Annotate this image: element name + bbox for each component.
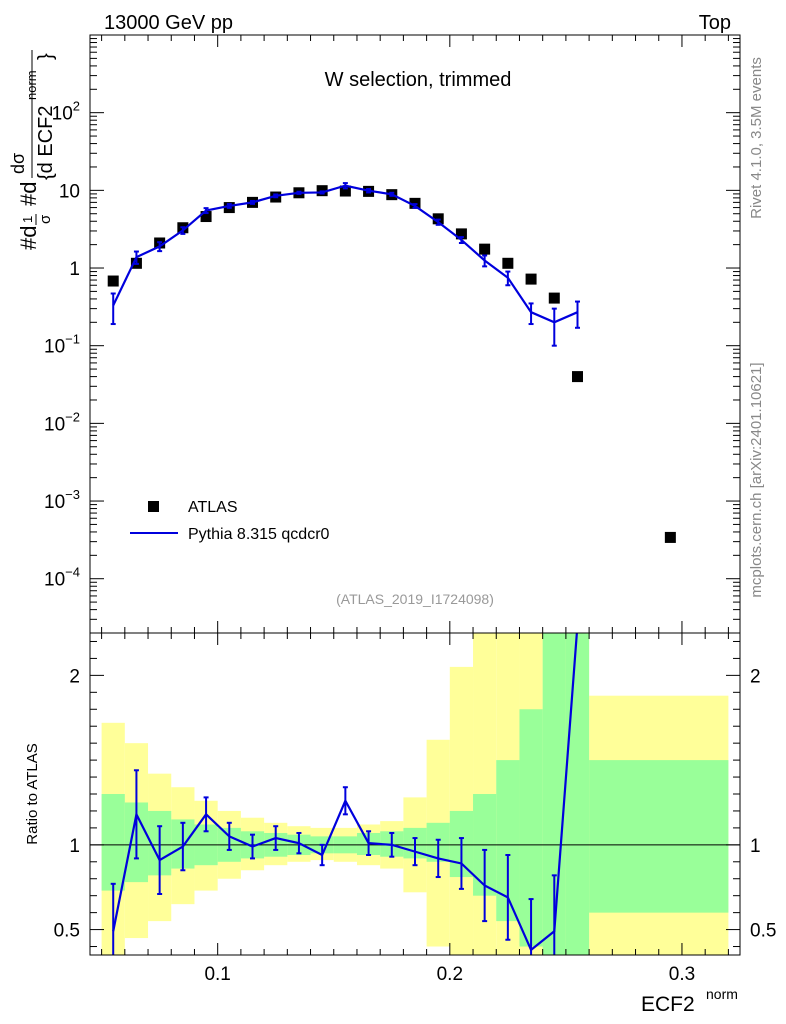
ratio-inner-band — [589, 760, 729, 913]
ratio-y-tick-label-right: 0.5 — [750, 921, 776, 942]
svg-text:1: 1 — [20, 216, 35, 223]
legend-label-atlas: ATLAS — [188, 499, 238, 516]
chart-title: W selection, trimmed — [325, 69, 512, 91]
y-tick-label: 10−1 — [44, 332, 80, 358]
main-frame — [89, 34, 741, 634]
legend: ATLAS Pythia 8.315 qcdcr0 — [130, 499, 330, 543]
svg-text:norm: norm — [24, 70, 39, 100]
atlas-data-point — [107, 275, 119, 287]
atlas-data-point — [502, 257, 514, 269]
y-tick-label: 10−4 — [44, 565, 80, 591]
ratio-pythia-line — [112, 633, 578, 952]
atlas-data-point — [548, 292, 560, 304]
svg-text:norm: norm — [706, 986, 738, 1002]
energy-label: 13000 GeV pp — [104, 12, 233, 34]
atlas-data-point — [200, 211, 212, 223]
y-tick-label: 10−2 — [44, 409, 80, 435]
x-tick-label: 0.3 — [669, 964, 695, 985]
main-panel: 102 10 1 10−1 10−2 10−3 10−4 W selection, trim… — [8, 34, 741, 634]
ratio-y-tick-label-right: 2 — [750, 666, 761, 687]
y-tick-label: 10 — [59, 181, 80, 202]
ratio-axis-ticks: 0.1 0.2 0.3 0.5 0.5 1 1 2 2 — [54, 633, 776, 985]
svg-text:σ: σ — [37, 214, 54, 224]
svg-text:{d ECF2: {d ECF2 — [35, 106, 57, 180]
ratio-inner-band — [565, 633, 590, 955]
y-tick-label: 102 — [52, 99, 80, 125]
mcplots-label: mcplots.cern.ch [arXiv:2401.10621] — [748, 362, 765, 597]
ratio-plot-area — [90, 633, 740, 955]
main-y-axis-label: #d 1 σ #d dσ {d ECF2 norm } — [8, 50, 57, 250]
svg-text:ECF2: ECF2 — [641, 993, 695, 1016]
y-tick-label: 10−3 — [44, 487, 80, 513]
svg-text:dσ: dσ — [8, 153, 28, 174]
ratio-y-tick-label: 0.5 — [54, 921, 80, 942]
legend-label-pythia: Pythia 8.315 qcdcr0 — [188, 526, 330, 543]
atlas-data-point — [664, 531, 676, 543]
ratio-inner-band — [496, 760, 520, 922]
ratio-y-tick-label: 1 — [69, 836, 80, 857]
atlas-data-point — [572, 371, 583, 383]
x-tick-label: 0.2 — [437, 964, 463, 985]
atlas-data-point — [339, 185, 351, 197]
svg-text:#d: #d — [16, 182, 41, 206]
top-label: Top — [699, 12, 731, 34]
main-axis-ticks: 102 10 1 10−1 10−2 10−3 10−4 — [44, 35, 740, 634]
ratio-panel: 0.1 0.2 0.3 0.5 0.5 1 1 2 2 Ratio to ATLAS — [24, 632, 776, 985]
pythia-line — [112, 184, 578, 324]
ratio-inner-band — [519, 709, 543, 947]
x-axis-label: ECF2 norm — [641, 986, 738, 1016]
main-plot-area — [107, 182, 676, 543]
atlas-data-point — [479, 243, 491, 255]
analysis-id-label: (ATLAS_2019_I1724098) — [336, 591, 494, 607]
x-tick-label: 0.1 — [204, 964, 230, 985]
svg-text:}: } — [35, 53, 57, 60]
ratio-inner-band — [101, 794, 125, 891]
ratio-y-tick-label: 2 — [69, 666, 80, 687]
y-tick-label: 1 — [69, 259, 80, 280]
svg-text:#d: #d — [16, 226, 41, 250]
ratio-y-tick-label-right: 1 — [750, 836, 761, 857]
ratio-inner-band — [542, 633, 566, 955]
atlas-data-point — [525, 273, 537, 285]
ratio-y-axis-label: Ratio to ATLAS — [24, 743, 41, 844]
legend-marker-atlas — [148, 501, 159, 512]
atlas-data-point — [455, 228, 467, 240]
rivet-version-label: Rivet 4.1.0, 3.5M events — [748, 57, 765, 219]
